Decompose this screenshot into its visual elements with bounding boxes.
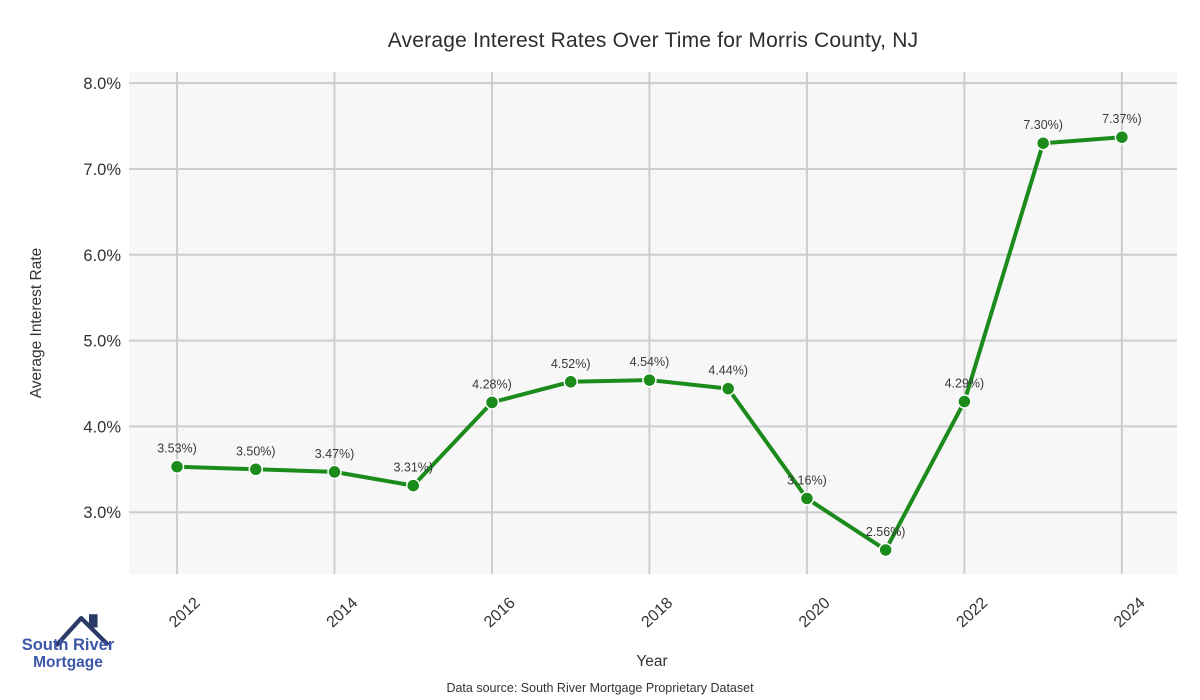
data-point (169, 459, 185, 474)
point-label: 4.44%) (708, 364, 748, 378)
data-point (799, 491, 815, 506)
point-label: 7.30%) (1023, 118, 1063, 132)
data-point (878, 542, 893, 558)
y-tick-label: 3.0% (83, 504, 121, 522)
y-tick-label: 4.0% (83, 418, 121, 436)
point-label: 3.16%) (787, 473, 827, 487)
data-point (563, 374, 578, 390)
point-label: 3.31%) (393, 461, 433, 475)
data-point (405, 478, 421, 493)
point-label: 2.56%) (866, 525, 906, 539)
point-label: 3.47%) (315, 447, 355, 461)
data-point (1035, 135, 1051, 151)
x-tick-label: 2020 (796, 594, 834, 631)
logo: South River Mortgage (16, 611, 120, 671)
point-label: 4.29%) (945, 377, 985, 391)
data-point (327, 464, 342, 480)
y-tick-label: 8.0% (83, 75, 121, 93)
data-point (642, 372, 657, 388)
logo-text-line1: South River (21, 636, 115, 654)
data-point (484, 395, 500, 410)
plot-area (129, 72, 1177, 574)
x-tick-label: 2016 (481, 594, 519, 631)
point-label: 4.52%) (551, 357, 591, 371)
data-point (248, 462, 264, 477)
data-point (957, 394, 972, 409)
x-tick-label: 2024 (1111, 594, 1149, 631)
point-label: 4.28%) (472, 377, 512, 391)
data-point (720, 381, 736, 396)
y-tick-label: 5.0% (83, 333, 121, 351)
point-label: 7.37%) (1102, 112, 1142, 126)
y-tick-label: 6.0% (83, 247, 121, 265)
x-axis-title: Year (636, 653, 668, 670)
logo-text-line2: Mortgage (33, 654, 103, 671)
data-source-note: Data source: South River Mortgage Propri… (446, 681, 754, 695)
point-label: 3.53%) (157, 442, 197, 456)
x-tick-label: 2018 (639, 594, 677, 631)
x-tick-label: 2014 (324, 594, 362, 631)
point-label: 4.54%) (630, 355, 670, 369)
point-label: 3.50%) (236, 444, 276, 458)
x-tick-label: 2022 (954, 594, 992, 631)
y-tick-label: 7.0% (83, 161, 121, 179)
chart-title: Average Interest Rates Over Time for Mor… (387, 29, 919, 52)
x-tick-label: 2012 (166, 594, 204, 631)
house-icon (54, 614, 110, 647)
data-point (1114, 129, 1130, 145)
